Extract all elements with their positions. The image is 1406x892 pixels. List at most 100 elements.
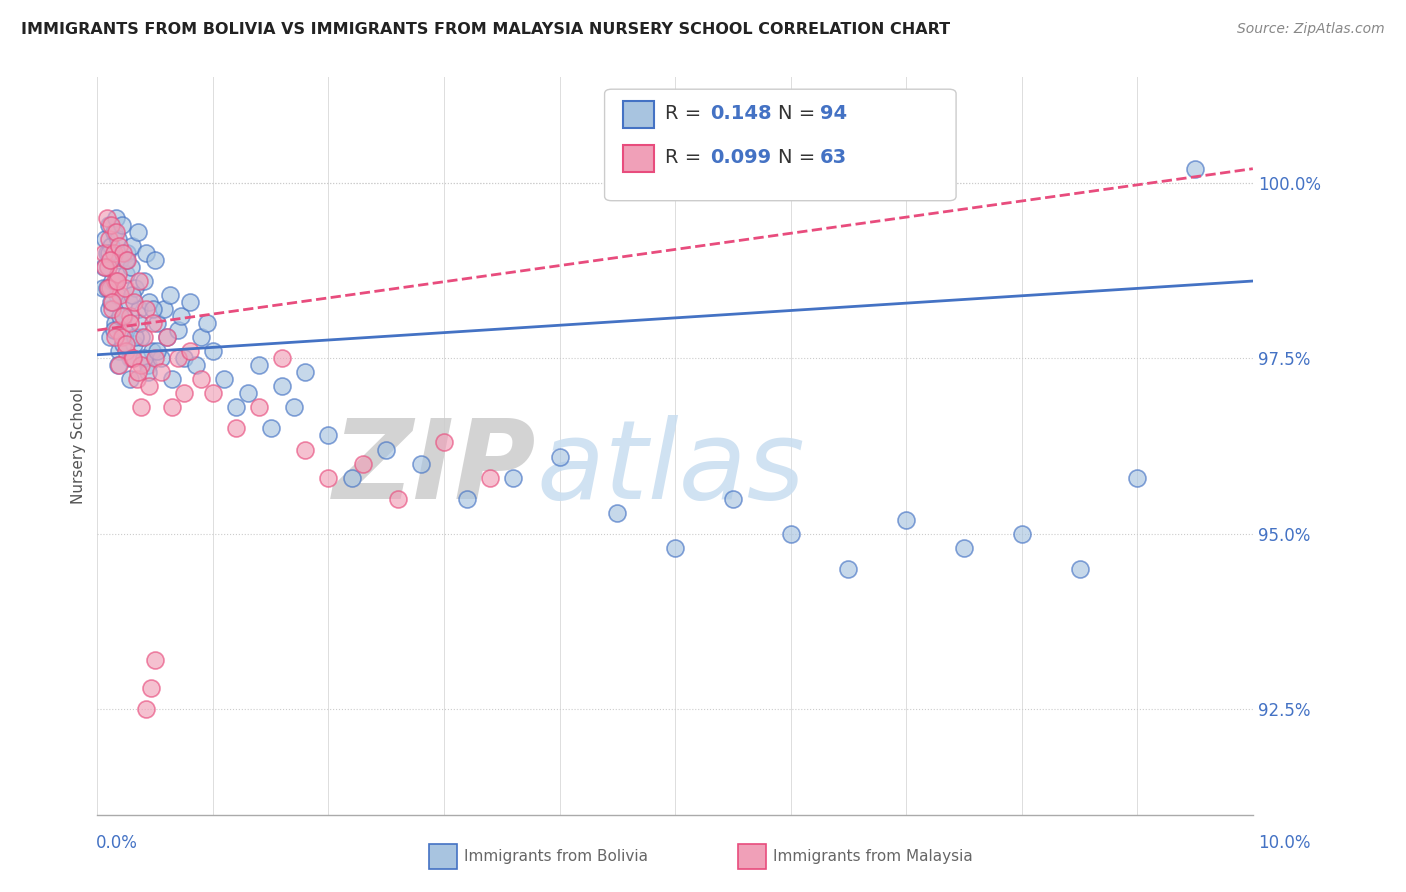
Point [104,316,127,330]
Point [117,252,139,267]
Point [124,330,146,344]
Point [111,309,134,323]
Point [96,281,118,295]
Point [135,702,157,716]
Point [184,358,207,372]
Point [141,344,163,359]
Point [837,562,859,576]
Point [122,351,145,366]
Point [97,218,120,232]
Point [104,274,127,288]
Point [98,330,121,344]
Point [107,358,129,372]
Point [136,358,159,372]
Point [502,470,524,484]
Point [138,295,160,310]
Text: Immigrants from Bolivia: Immigrants from Bolivia [464,849,648,863]
Point [149,365,172,379]
Point [111,337,134,351]
Point [117,295,139,310]
Point [129,358,152,372]
Point [100,239,122,253]
Point [118,372,141,386]
Point [104,225,127,239]
Point [387,491,409,506]
Point [121,351,143,366]
Point [143,252,166,267]
Point [94,232,117,246]
Point [124,281,146,295]
Point [115,337,138,351]
Point [115,344,138,359]
Text: ZIP: ZIP [333,415,537,522]
Point [105,323,128,337]
Point [107,232,129,246]
Point [110,330,132,344]
Point [271,379,294,393]
Point [97,260,120,274]
Point [104,330,127,344]
Point [179,344,201,359]
Point [953,541,976,555]
Point [236,386,259,401]
Text: 10.0%: 10.0% [1258,834,1310,852]
Point [101,274,124,288]
Point [121,288,143,302]
Text: IMMIGRANTS FROM BOLIVIA VS IMMIGRANTS FROM MALAYSIA NURSERY SCHOOL CORRELATION C: IMMIGRANTS FROM BOLIVIA VS IMMIGRANTS FR… [21,22,950,37]
Point [318,428,340,442]
Point [409,457,432,471]
Point [146,316,169,330]
Point [117,246,139,260]
Point [143,351,166,366]
Point [103,225,125,239]
Point [105,288,128,302]
Point [135,246,157,260]
Point [128,316,150,330]
Point [225,421,247,435]
Text: 0.0%: 0.0% [96,834,138,852]
Point [664,541,686,555]
Point [129,330,152,344]
Point [260,421,283,435]
Point [110,288,132,302]
Point [721,491,744,506]
Y-axis label: Nursery School: Nursery School [72,388,86,504]
Point [121,239,143,253]
Text: N =: N = [778,148,821,168]
Point [190,330,212,344]
Point [271,351,294,366]
Point [110,252,132,267]
Point [118,316,141,330]
Point [167,323,190,337]
Point [96,211,118,225]
Point [1184,161,1206,176]
Point [111,309,134,323]
Point [128,274,150,288]
Point [247,358,270,372]
Point [114,281,136,295]
Point [91,281,114,295]
Point [107,267,129,281]
Point [97,246,120,260]
Point [149,351,172,366]
Point [132,330,155,344]
Point [352,457,374,471]
Point [214,372,236,386]
Point [129,401,152,415]
Text: R =: R = [665,148,707,168]
Point [110,218,132,232]
Point [108,344,131,359]
Point [169,309,191,323]
Point [118,309,141,323]
Point [136,365,159,379]
Point [225,401,247,415]
Point [340,470,363,484]
Point [132,351,155,366]
Point [93,260,115,274]
Point [108,239,131,253]
Point [120,260,142,274]
Point [156,330,179,344]
Point [104,274,127,288]
Point [167,351,190,366]
Point [127,365,149,379]
